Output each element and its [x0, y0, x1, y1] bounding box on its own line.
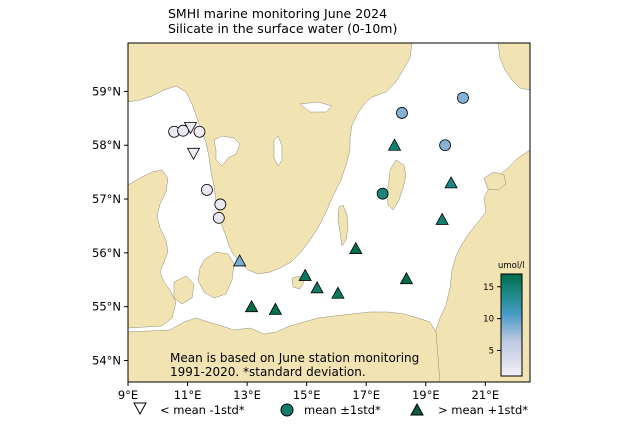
legend-above-marker [410, 402, 424, 416]
station-marker-mean [457, 91, 469, 104]
colorbar-tick-label: 15 [483, 283, 494, 293]
lat-tick-label: 56°N [92, 246, 121, 260]
legend-below-marker [133, 402, 147, 416]
station-marker-above [349, 241, 363, 254]
land-scandinavia [128, 43, 413, 275]
lake-vanern [213, 135, 241, 167]
station-marker-mean [214, 198, 227, 211]
colorbar [500, 273, 523, 377]
legend-mean-marker [280, 403, 294, 417]
note-line-2: 1991-2020. *standard deviation. [170, 365, 366, 379]
colorbar-ticks: 5 10 15 [483, 283, 501, 357]
station-marker-above [244, 299, 259, 313]
station-marker-mean [201, 183, 213, 196]
lat-tick-label: 58°N [92, 138, 121, 152]
axis-ticks: 9°E 11°E 13°E 15°E 17°E 19°E 21°E 54°N 55°N 56°N 5… [92, 84, 499, 402]
lat-tick-label: 54°N [92, 353, 121, 367]
station-marker-mean [439, 139, 452, 152]
station-marker-below [186, 147, 201, 161]
station-marker-below [183, 122, 198, 135]
station-marker-mean [212, 211, 225, 224]
lon-tick-label: 19°E [412, 388, 440, 402]
land-finland [497, 43, 530, 91]
legend-below-label: < mean -1std* [160, 403, 245, 417]
lon-tick-label: 17°E [352, 388, 380, 402]
station-markers [168, 91, 469, 315]
map-title: SMHI marine monitoring June 2024 [168, 6, 388, 21]
lon-tick-label: 15°E [293, 388, 321, 402]
lon-tick-label: 11°E [174, 388, 202, 402]
legend-mean-label: mean ±1std* [304, 403, 381, 417]
station-marker-above [444, 176, 458, 189]
land-zealand [197, 251, 235, 299]
lake-malaren [299, 101, 333, 113]
colorbar-tick-label: 10 [483, 315, 494, 325]
station-marker-above [232, 254, 247, 267]
lon-tick-label: 9°E [118, 388, 138, 402]
note-line-1: Mean is based on June station monitoring [170, 351, 419, 365]
station-marker-above [298, 268, 312, 281]
land-jutland [128, 169, 177, 329]
station-marker-above [331, 286, 345, 299]
land-gotland [386, 159, 407, 211]
legend-above-label: > mean +1std* [438, 403, 528, 417]
station-marker-mean [396, 107, 408, 119]
land-saaremaa [483, 171, 507, 191]
colorbar-tick-label: 5 [489, 347, 494, 357]
lon-tick-label: 13°E [233, 388, 261, 402]
station-marker-mean [193, 125, 206, 138]
lat-tick-label: 57°N [92, 192, 121, 206]
map-subtitle: Silicate in the surface water (0-10m) [168, 21, 398, 36]
lat-tick-label: 55°N [92, 300, 121, 314]
lon-tick-label: 21°E [472, 388, 500, 402]
land-oland [337, 204, 349, 247]
colorbar-unit: umol/l [498, 261, 524, 271]
legend: < mean -1std* mean ±1std* > mean +1std* [133, 402, 528, 417]
lake-vattern [273, 135, 283, 167]
land-germany-poland [128, 311, 441, 382]
station-marker-above [310, 280, 324, 294]
station-marker-mean [376, 187, 389, 200]
station-marker-above [435, 212, 449, 225]
station-marker-above [268, 302, 283, 315]
station-marker-above [399, 271, 414, 285]
land-funen [173, 275, 195, 305]
map-frame [127, 42, 531, 383]
station-marker-above [387, 138, 402, 151]
land-layer [128, 43, 530, 382]
lat-tick-label: 59°N [92, 84, 121, 98]
